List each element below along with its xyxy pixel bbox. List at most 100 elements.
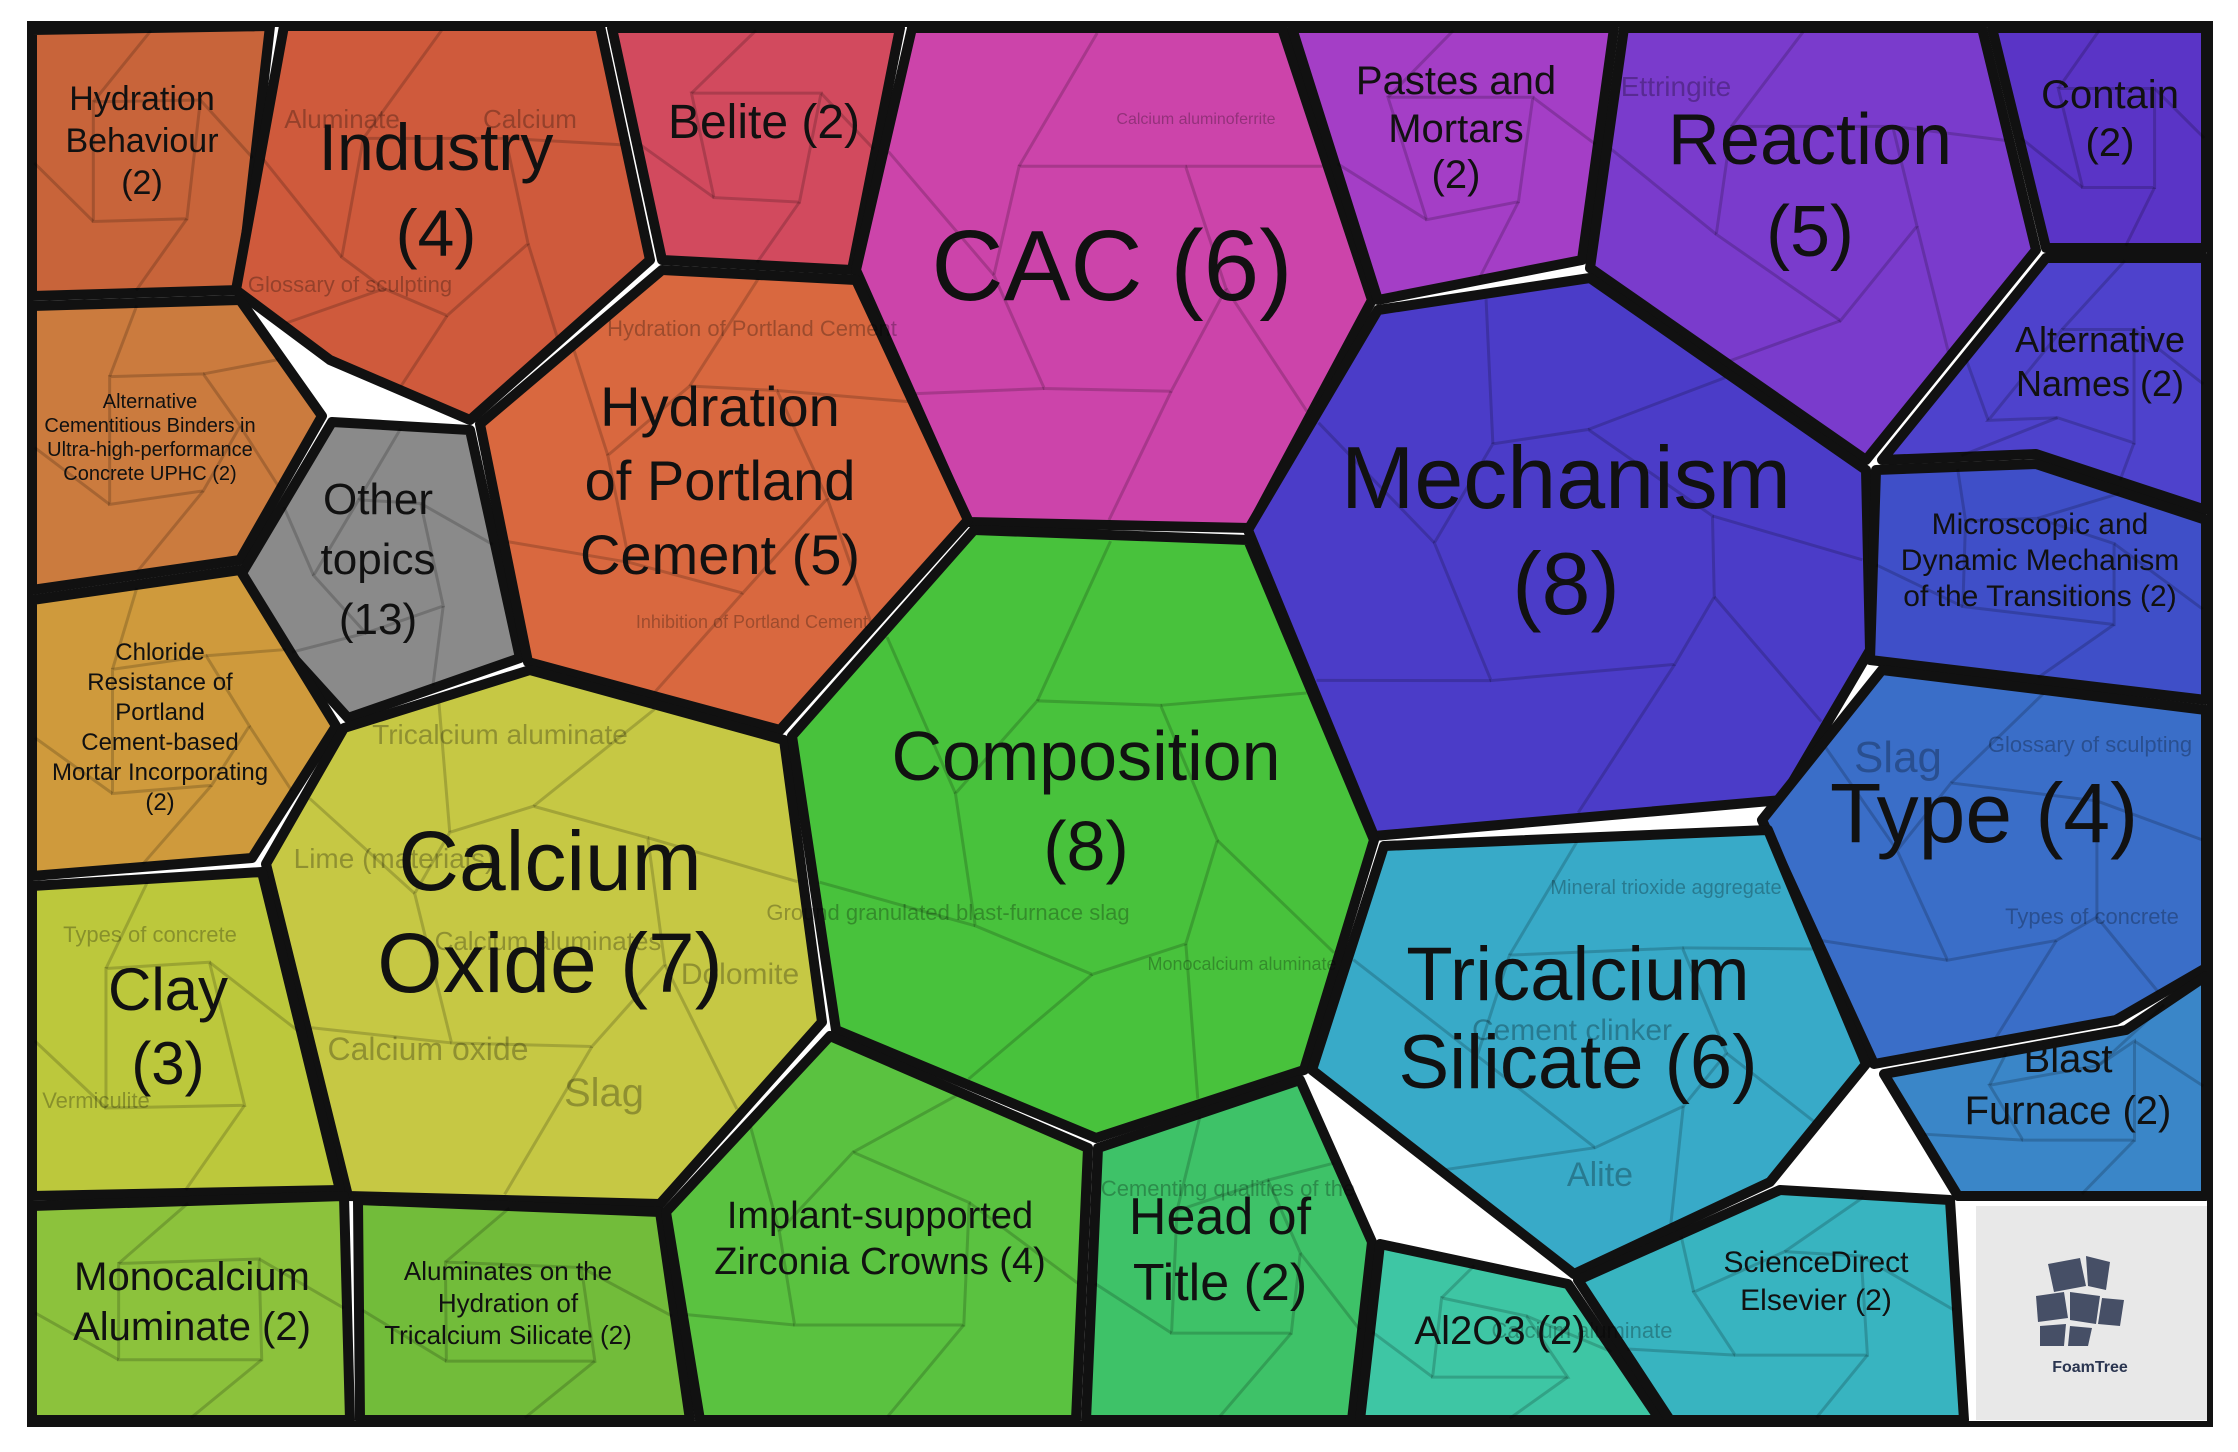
label-line: Microscopic and: [1932, 508, 2149, 541]
subcell-divider: [580, 1266, 673, 1318]
subcell-divider: [1712, 514, 1863, 562]
subcell-divider: [688, 278, 760, 387]
label-line: Cement-based: [81, 729, 238, 756]
subcell-divider: [2037, 491, 2120, 520]
label-belite[interactable]: Belite (2): [668, 96, 860, 149]
cell-alt-names[interactable]: [1877, 253, 2211, 515]
subcell-divider: [1875, 563, 1964, 608]
cell-microscopic[interactable]: [1865, 459, 2211, 705]
cell-composition[interactable]: [787, 525, 1379, 1143]
subcell-divider: [532, 708, 656, 808]
label-head-of-title[interactable]: Head of Title (2): [1129, 1188, 1312, 1312]
label-composition[interactable]: Composition (8): [891, 717, 1280, 885]
subcell-divider: [1730, 30, 1805, 128]
label-line: of the Transitions (2): [1903, 580, 2176, 613]
subcell-divider: [1821, 939, 1948, 962]
label-monocalcium[interactable]: Monocalcium Aluminate (2): [73, 1255, 311, 1349]
subcell-divider: [819, 92, 875, 150]
label-line: Head of: [1129, 1188, 1312, 1246]
label-line: ScienceDirect: [1723, 1246, 1909, 1279]
subcell-sciencedirect: [1691, 1250, 1870, 1357]
label-line: Alternative: [103, 391, 198, 413]
subcell-divider: [2113, 542, 2204, 611]
subcell-divider: [362, 29, 443, 140]
label-line: Hydration of: [438, 1288, 579, 1318]
label-mechanism[interactable]: Mechanism(8): [1341, 428, 1791, 633]
cell-tricalcium-silicate[interactable]: [1307, 825, 1871, 1279]
subcell-chloride: [111, 654, 252, 796]
label-line: Calcium: [398, 814, 701, 908]
subcell-pastes-mortars: [1385, 95, 1535, 222]
label-industry[interactable]: Industry (4): [319, 110, 554, 270]
cell-sciencedirect[interactable]: [1573, 1185, 1969, 1425]
subcell-divider: [526, 243, 559, 339]
label-contain[interactable]: Contain(2): [2041, 73, 2179, 165]
cell-implant[interactable]: [661, 1031, 1093, 1425]
subcell-divider: [190, 1358, 263, 1419]
cell-hydration-portland[interactable]: [475, 265, 973, 735]
label-line: (8): [1512, 534, 1620, 633]
label-other-topics[interactable]: Other topics (13): [321, 475, 436, 644]
label-reaction[interactable]: Reaction (5): [1668, 100, 1952, 272]
label-line: Monocalcium: [74, 1255, 310, 1299]
subcell-divider: [135, 489, 205, 574]
label-line: Hydration: [600, 375, 840, 438]
label-clay[interactable]: Clay (3): [108, 956, 228, 1097]
cell-type[interactable]: [1757, 665, 2211, 1069]
subcell-divider: [523, 1359, 596, 1420]
label-line: Cementitious Binders in: [44, 415, 255, 437]
cell-other-topics[interactable]: [227, 417, 525, 723]
subcell-divider: [2095, 916, 2160, 993]
subcell-divider: [2060, 259, 2127, 331]
label-cac[interactable]: CAC (6): [931, 210, 1292, 322]
subcell-divider: [1218, 1332, 1293, 1418]
label-al2o3[interactable]: Al2O3 (2): [1414, 1309, 1585, 1353]
cell-contain[interactable]: [1987, 23, 2211, 253]
subcell-divider: [505, 136, 622, 147]
cell-blast-furnace[interactable]: [1879, 971, 2211, 1201]
label-chloride[interactable]: Chloride Resistance of Portland Cement-base…: [52, 639, 268, 816]
subcell-divider: [1317, 421, 1436, 544]
subcell-divider: [2133, 328, 2205, 386]
label-hydration-behaviour[interactable]: Hydration Behaviour (2): [65, 80, 218, 202]
cell-reaction[interactable]: [1585, 23, 2041, 465]
label-line: Clay: [108, 956, 228, 1023]
subtopic-label: Slag: [564, 1071, 644, 1115]
label-sciencedirect[interactable]: ScienceDirect Elsevier (2): [1723, 1246, 1909, 1317]
cell-aluminates[interactable]: [353, 1195, 695, 1425]
subcell-divider: [431, 605, 445, 686]
subcell-divider: [308, 797, 416, 895]
label-blast-furnace[interactable]: Blast Furnace (2): [1965, 1037, 2172, 1133]
cell-head-of-title[interactable]: [1081, 1075, 1377, 1425]
cell-belite[interactable]: [607, 23, 905, 275]
subcell-divider: [1713, 595, 1823, 723]
subcell-divider: [2124, 186, 2156, 247]
subcell-divider: [311, 1026, 452, 1045]
subcell-divider: [1824, 746, 1899, 852]
cell-al2o3[interactable]: [1355, 1239, 1665, 1425]
subcell-divider: [690, 29, 758, 95]
subcell-divider: [1815, 1354, 1869, 1419]
subtopic-label: Calcium oxide: [328, 1031, 529, 1067]
subcell-divider: [2133, 1039, 2205, 1088]
subcell-monocalcium: [117, 1257, 264, 1362]
label-line: of Portland: [585, 449, 856, 512]
subcell-divider: [238, 425, 281, 488]
label-type[interactable]: Type (4): [1830, 766, 2138, 860]
label-hydration-portland[interactable]: Hydration of Portland Cement (5): [580, 375, 860, 586]
subcell-divider: [1478, 201, 1520, 279]
subcell-divider: [1216, 839, 1336, 954]
cell-calcium-oxide[interactable]: [261, 665, 827, 1209]
subcell-divider: [1035, 540, 1112, 702]
subcell-divider: [1299, 1252, 1361, 1331]
cell-hydration-behaviour[interactable]: [27, 21, 275, 301]
cell-pastes-mortars[interactable]: [1287, 23, 1619, 305]
